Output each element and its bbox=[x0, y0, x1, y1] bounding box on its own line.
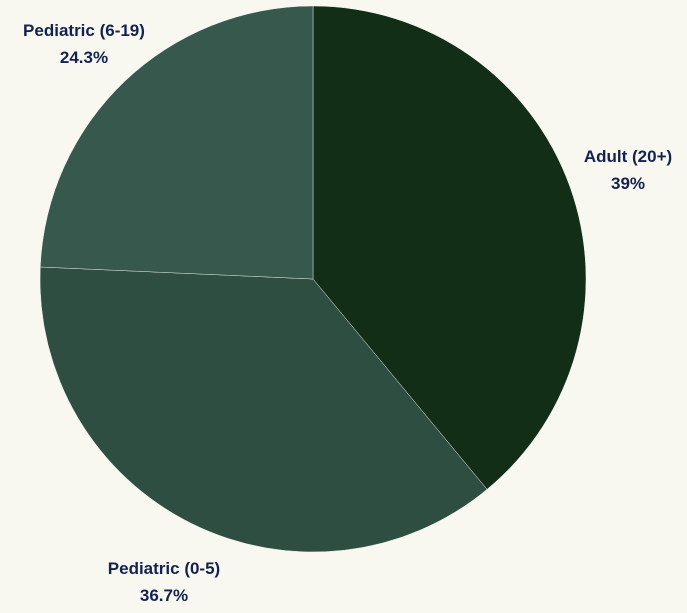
slice-value-1: 36.7% bbox=[140, 586, 188, 605]
pie-labels: Adult (20+) 39% Pediatric (0-5) 36.7% Pediat… bbox=[23, 21, 672, 605]
pie-slice-2 bbox=[40, 5, 314, 280]
slice-label-0: Adult (20+) bbox=[584, 147, 672, 166]
pie-slices bbox=[39, 5, 587, 553]
slice-value-0: 39% bbox=[611, 174, 645, 193]
slice-value-2: 24.3% bbox=[60, 48, 108, 67]
slice-label-2: Pediatric (6-19) bbox=[23, 21, 145, 40]
pie-slice-0 bbox=[312, 5, 587, 490]
slice-label-1: Pediatric (0-5) bbox=[108, 559, 220, 578]
pie-slice-1 bbox=[39, 266, 488, 553]
